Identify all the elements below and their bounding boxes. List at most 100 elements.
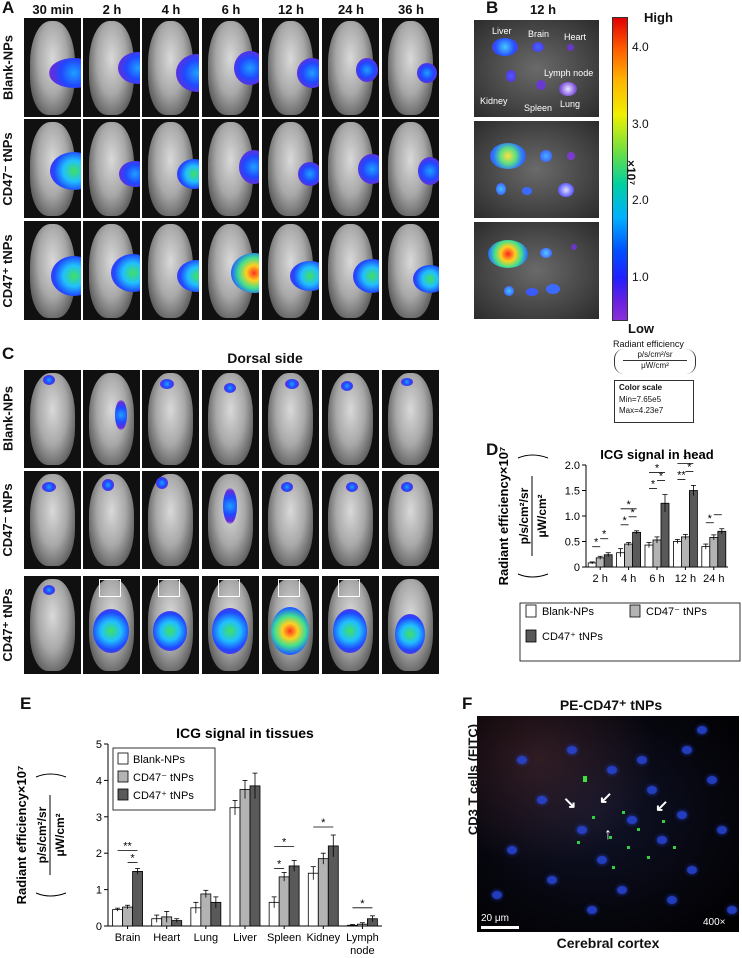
mouse-image [202, 119, 259, 218]
y-tick-label: 0 [96, 921, 102, 933]
organ-image-cd47-neg [474, 121, 599, 218]
nucleus [577, 826, 587, 834]
y-axis-label-unit-numerator: p/s/cm²/sr [35, 806, 49, 863]
y-axis-label-unit-denominator: μW/cm² [535, 494, 549, 537]
nucleus [517, 756, 527, 764]
panel-f-title: PE-CD47⁺ tNPs [559, 697, 663, 713]
fluorescence-signal [290, 261, 319, 291]
fluorescence-signal [118, 52, 140, 84]
x-tick-label: Liver [233, 932, 257, 944]
mouse-image [202, 221, 259, 320]
liver-signal [488, 240, 528, 268]
mouse-image [382, 576, 439, 674]
significance-marker: * [655, 463, 660, 475]
bar [624, 543, 634, 568]
colorbar-tick-label: 1.0 [632, 270, 649, 284]
significance-marker: ** [677, 469, 686, 481]
mouse-image [322, 576, 379, 674]
y-axis-label: Radiant efficiency×10⁷ p/s/cm²/sr μW/cm² [14, 766, 67, 905]
colorbar-unit-denominator: μW/cm² [641, 361, 669, 370]
y-axis-label-line1: Radiant efficiency×10⁷ [14, 766, 29, 905]
y-tick-label: 1.5 [565, 486, 580, 498]
nucleus [507, 846, 517, 854]
brain-signal [540, 248, 552, 258]
significance-marker: * [683, 453, 688, 465]
tissue-region [477, 716, 657, 866]
fluorescence-signal [177, 159, 199, 189]
x-tick-label: 12 h [675, 573, 696, 585]
fluorescence-signal [358, 154, 379, 184]
mouse-image [382, 471, 439, 569]
spleen-signal [522, 187, 532, 195]
bar [288, 865, 300, 927]
mouse-image [262, 576, 319, 674]
fluorescence-signal [239, 150, 259, 184]
mouse-image [83, 119, 140, 218]
organ-label-brain: Brain [528, 29, 550, 39]
mouse-image [142, 370, 199, 468]
nucleus [547, 876, 557, 884]
panel-letter-d: D [486, 440, 499, 459]
significance-marker: * [708, 513, 713, 525]
fluorescence-signal [271, 607, 309, 655]
legend: Blank-NPs CD47⁻ tNPs CD47⁺ tNPs [519, 602, 741, 662]
fluorescence-signal [177, 260, 199, 292]
mouse-image [83, 576, 140, 674]
fitc-signal [637, 828, 640, 831]
heart-signal [567, 44, 574, 51]
color-scale-max: Max=4.23e7 [619, 406, 664, 415]
mouse-image [202, 576, 259, 674]
bar [200, 893, 212, 927]
bar [307, 872, 319, 927]
mouse-image [142, 576, 199, 674]
colorbar-high-label: High [644, 10, 673, 25]
nucleus [492, 891, 502, 899]
x-tick-label: Brain [115, 932, 141, 944]
kidney-signal [506, 70, 516, 82]
bar [717, 530, 727, 568]
colorbar-unit-box: p/s/cm²/sr μW/cm² [614, 349, 696, 374]
y-axis-label-unit-denominator: μW/cm² [53, 813, 67, 856]
row-label: Blank-NPs [0, 34, 16, 100]
colorbar-multiplier: ×10⁷ [624, 160, 638, 186]
time-label: 6 h [221, 2, 241, 17]
mouse-image [142, 18, 199, 117]
bar [632, 531, 642, 568]
nucleus [657, 836, 667, 844]
organ-label-spleen: Spleen [524, 103, 553, 113]
head-highlight-box [278, 579, 300, 597]
brain-signal [532, 42, 544, 52]
fluorescence-signal [160, 379, 174, 389]
bar [229, 807, 241, 927]
fluorescence-signal [413, 265, 439, 293]
fitc-signal [647, 856, 650, 859]
lung-signal [559, 82, 577, 96]
legend-swatch [525, 629, 537, 643]
mouse-image [382, 18, 439, 117]
legend-swatch [525, 604, 537, 618]
y-axis-label: Radiant efficiency×10⁷ p/s/cm²/sr μW/cm² [496, 447, 549, 586]
heart-signal [567, 152, 575, 160]
mouse-image [142, 119, 199, 218]
fluorescence-signal [356, 58, 378, 82]
nucleus [687, 866, 697, 874]
bar [317, 858, 329, 927]
micrograph: ↘ ↙ ↙ ↑ 20 μm 400× [477, 716, 739, 932]
x-tick-label: Lymph node [346, 932, 379, 957]
fluorescence-signal [285, 379, 299, 389]
significance-marker: * [622, 515, 627, 527]
x-tick-label: Heart [153, 932, 180, 944]
kidney-signal [504, 286, 514, 296]
scale-bar [481, 926, 519, 929]
legend-label: CD47⁻ tNPs [133, 772, 194, 784]
mouse-image [83, 221, 140, 320]
time-label: 24 h [337, 2, 364, 17]
mouse-image [202, 471, 259, 569]
colorbar-caption: Radiant efficiency [613, 339, 684, 349]
row-label: CD47⁺ tNPs [0, 588, 15, 662]
mouse-body [388, 373, 433, 465]
mouse-image [322, 119, 379, 218]
legend-swatch [629, 604, 641, 618]
colorbar [612, 17, 628, 321]
significance-marker: * [659, 471, 664, 483]
